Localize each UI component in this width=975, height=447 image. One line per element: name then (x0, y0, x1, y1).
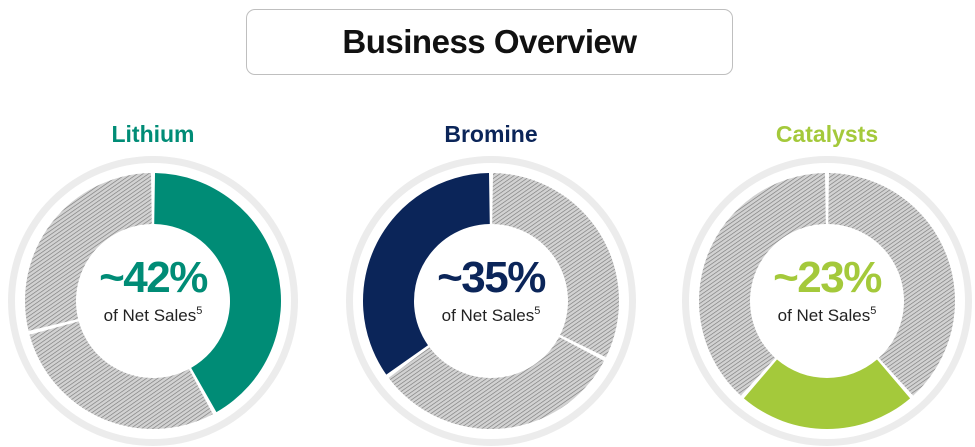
segment-slice (362, 173, 490, 375)
caption-label: of Net Sales5 (778, 305, 877, 325)
segment-title: Lithium (111, 121, 194, 147)
value-label: ~42% (99, 253, 207, 302)
segment-title: Bromine (444, 121, 537, 147)
title-box: Business Overview (246, 9, 733, 75)
segment-title: Catalysts (776, 121, 878, 147)
segment-slice (154, 173, 282, 413)
remainder-slice (388, 337, 605, 429)
page-title: Business Overview (342, 23, 637, 60)
remainder-slice (29, 321, 213, 429)
donut-catalysts: Catalysts ~23% of Net Sales5 (682, 121, 972, 446)
value-label: ~23% (773, 253, 881, 302)
donut-bromine: Bromine ~35% of Net Sales5 (346, 121, 636, 446)
remainder-slice (492, 173, 619, 358)
remainder-slice (24, 173, 152, 331)
caption-label: of Net Sales5 (104, 305, 203, 325)
caption-label: of Net Sales5 (442, 305, 541, 325)
footnote-marker: 5 (870, 305, 876, 317)
segment-slice (743, 359, 911, 429)
value-label: ~35% (437, 253, 545, 302)
donut-lithium: Lithium ~42% of Net Sales5 (8, 121, 298, 446)
footnote-marker: 5 (196, 305, 202, 317)
remainder-slice (828, 173, 956, 396)
remainder-slice (698, 173, 826, 396)
footnote-marker: 5 (534, 305, 540, 317)
